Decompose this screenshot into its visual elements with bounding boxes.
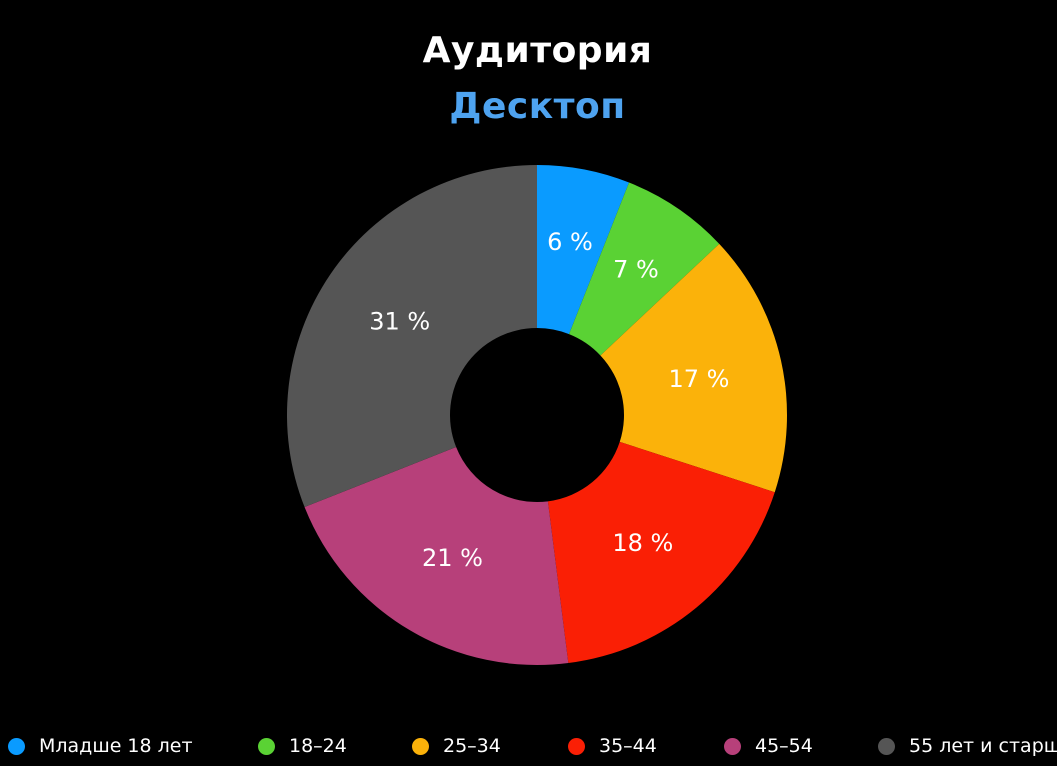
slice-25-34 (600, 243, 787, 493)
chart-subtitle: Десктоп (449, 86, 626, 127)
slice-label-55-plus: 31 % (369, 308, 430, 336)
chart-legend: Младше 18 лет 18–24 25–34 35–44 45–54 55… (0, 731, 1057, 761)
legend-swatch (8, 737, 25, 755)
legend-label: 45–54 (755, 735, 813, 757)
slice-label-25-34: 17 % (669, 365, 730, 393)
legend-label: 35–44 (599, 735, 657, 757)
slice-18-24 (569, 182, 720, 356)
slice-label-45-54: 21 % (422, 544, 483, 572)
legend-swatch (724, 737, 741, 755)
slice-under-18 (537, 165, 630, 335)
legend-item-55-plus: 55 лет и старше (878, 731, 1057, 761)
legend-swatch (412, 737, 429, 755)
legend-swatch (568, 737, 585, 755)
chart-title: Аудитория (422, 30, 653, 71)
legend-label: Младше 18 лет (39, 735, 193, 757)
legend-item-18-24: 18–24 (258, 731, 347, 761)
legend-swatch (878, 737, 895, 755)
slice-35-44 (547, 441, 775, 664)
legend-swatch (258, 737, 275, 755)
legend-label: 25–34 (443, 735, 501, 757)
slice-45-54 (304, 447, 569, 665)
legend-item-35-44: 35–44 (568, 731, 657, 761)
legend-item-under-18: Младше 18 лет (8, 731, 193, 761)
legend-label: 18–24 (289, 735, 347, 757)
slice-label-18-24: 7 % (613, 255, 659, 283)
legend-item-45-54: 45–54 (724, 731, 813, 761)
legend-item-25-34: 25–34 (412, 731, 501, 761)
legend-label: 55 лет и старше (909, 735, 1057, 757)
slice-55-plus (287, 165, 537, 508)
slice-label-35-44: 18 % (612, 529, 673, 557)
slice-label-under-18: 6 % (547, 228, 593, 256)
